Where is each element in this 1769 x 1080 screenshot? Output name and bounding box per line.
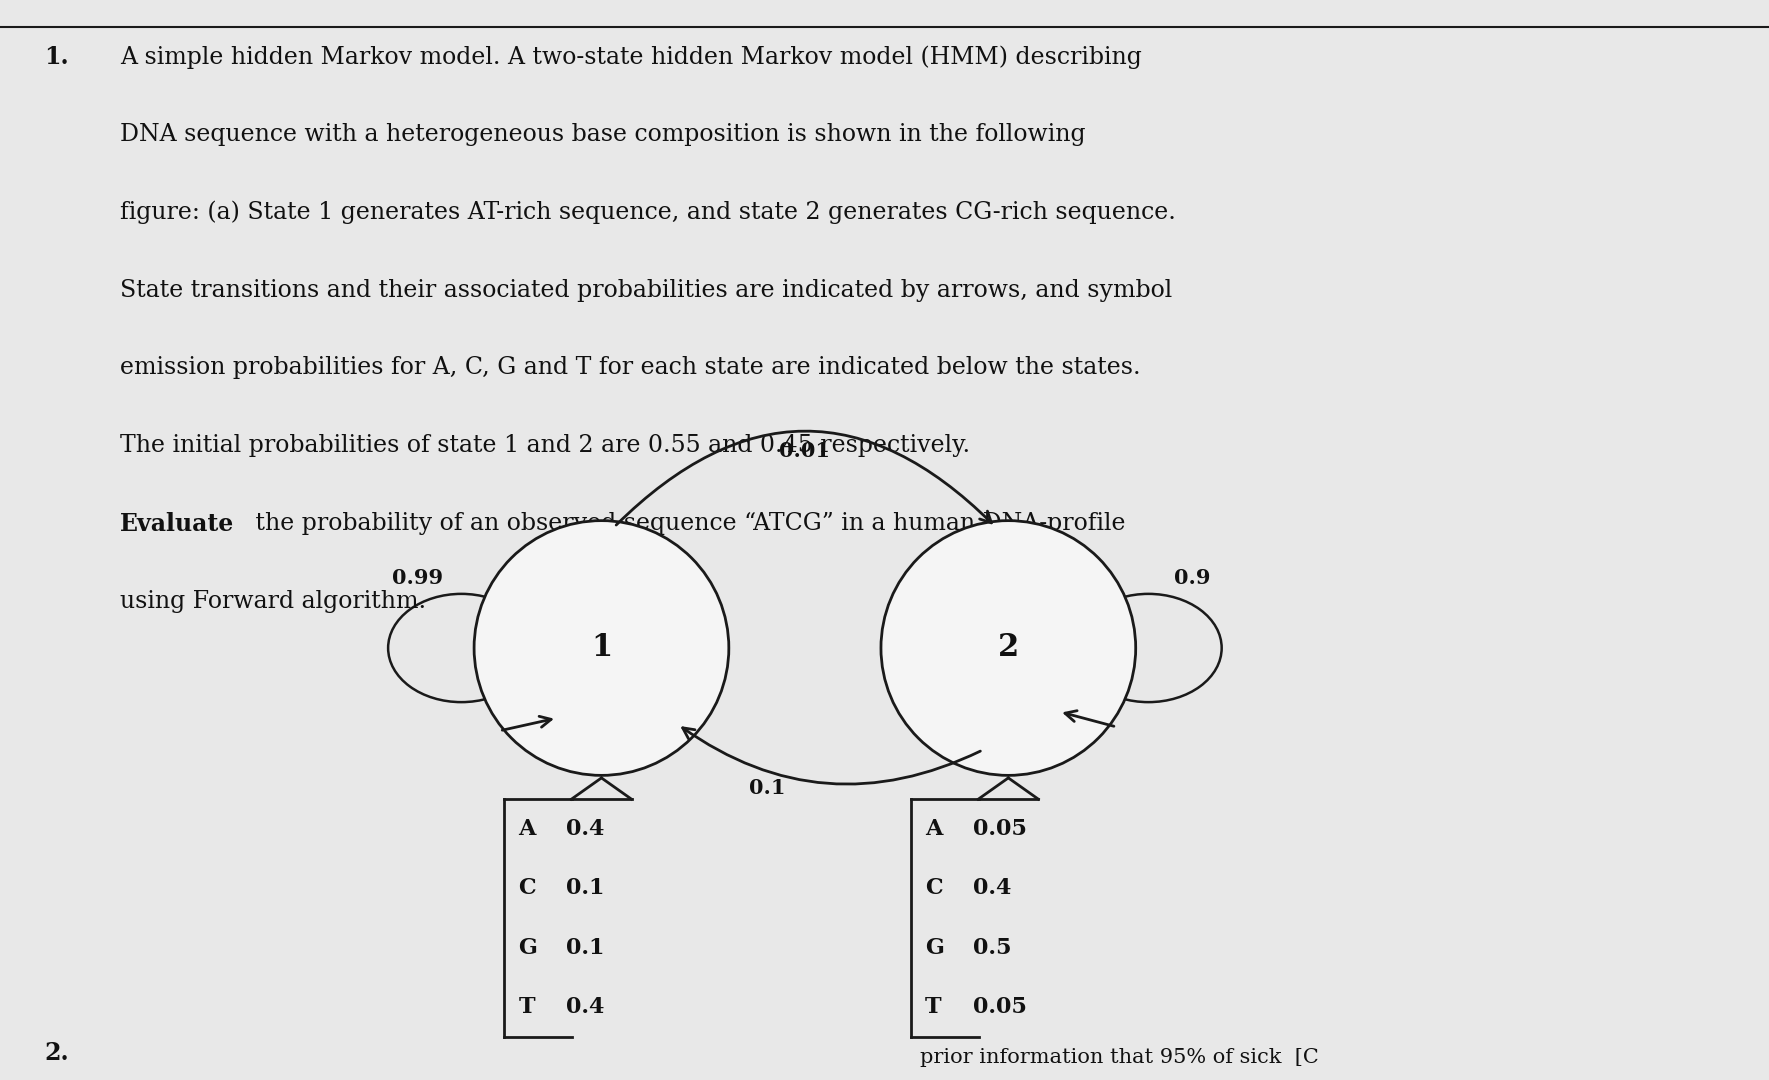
Text: emission probabilities for A, C, G and T for each state are indicated below the : emission probabilities for A, C, G and T… (120, 356, 1141, 379)
Text: 0.01: 0.01 (780, 441, 830, 460)
Text: T: T (518, 996, 534, 1018)
Text: 2.: 2. (44, 1041, 69, 1065)
Ellipse shape (881, 521, 1136, 775)
Text: prior information that 95% of sick  [C: prior information that 95% of sick [C (920, 1048, 1318, 1067)
Text: figure: (a) State 1 generates AT-rich sequence, and state 2 generates CG-rich se: figure: (a) State 1 generates AT-rich se… (120, 201, 1176, 225)
Text: A: A (925, 818, 943, 840)
Text: Evaluate: Evaluate (120, 512, 235, 536)
Text: using Forward algorithm.: using Forward algorithm. (120, 590, 426, 612)
Text: 0.99: 0.99 (393, 568, 442, 588)
Text: C: C (925, 877, 943, 900)
Text: G: G (925, 936, 945, 959)
Ellipse shape (474, 521, 729, 775)
Text: 0.1: 0.1 (748, 778, 785, 798)
Text: 0.05: 0.05 (973, 818, 1026, 840)
Text: 0.4: 0.4 (566, 818, 605, 840)
Text: 1: 1 (591, 633, 612, 663)
Text: DNA sequence with a heterogeneous base composition is shown in the following: DNA sequence with a heterogeneous base c… (120, 123, 1086, 146)
Text: State transitions and their associated probabilities are indicated by arrows, an: State transitions and their associated p… (120, 279, 1173, 301)
Text: 0.1: 0.1 (566, 877, 605, 900)
Text: 0.5: 0.5 (973, 936, 1012, 959)
Text: 0.4: 0.4 (973, 877, 1012, 900)
Text: 0.4: 0.4 (566, 996, 605, 1018)
Text: C: C (518, 877, 536, 900)
Text: T: T (925, 996, 941, 1018)
Text: G: G (518, 936, 538, 959)
Text: A simple hidden Markov model. A two-state hidden Markov model (HMM) describing: A simple hidden Markov model. A two-stat… (120, 45, 1143, 69)
Text: A: A (518, 818, 536, 840)
Text: the probability of an observed sequence “ATCG” in a human DNA-profile: the probability of an observed sequence … (248, 512, 1125, 535)
Text: 0.9: 0.9 (1175, 568, 1210, 588)
Text: 0.1: 0.1 (566, 936, 605, 959)
Text: 1.: 1. (44, 45, 69, 69)
Text: 0.05: 0.05 (973, 996, 1026, 1018)
Text: 2: 2 (998, 633, 1019, 663)
Text: The initial probabilities of state 1 and 2 are 0.55 and 0.45 respectively.: The initial probabilities of state 1 and… (120, 434, 971, 457)
